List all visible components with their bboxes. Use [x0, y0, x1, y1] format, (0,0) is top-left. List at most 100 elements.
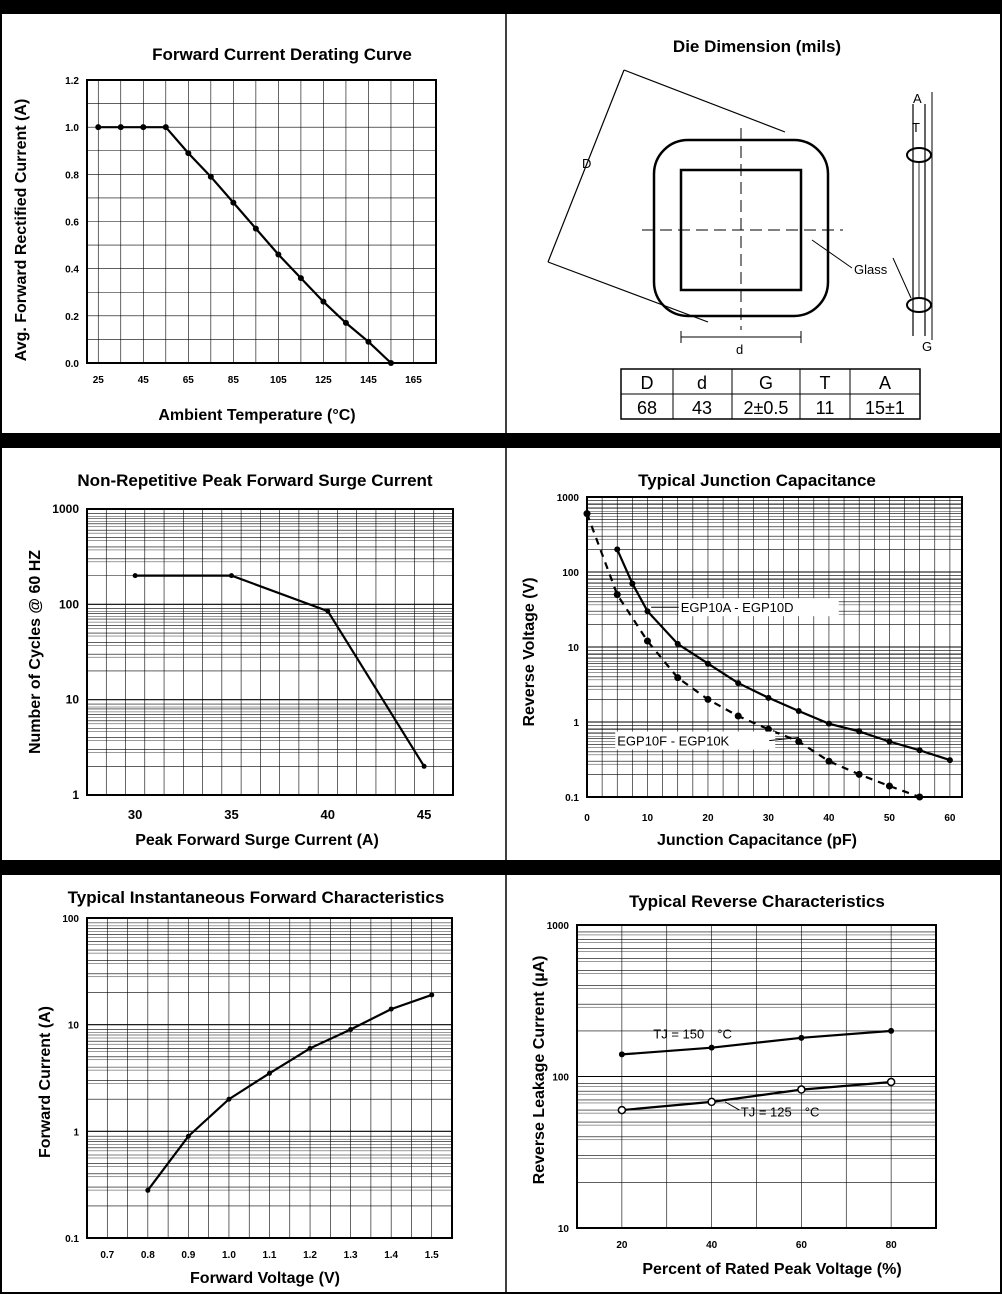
- die-D-extension-top: [623, 69, 786, 133]
- derating-data-point: [297, 275, 304, 282]
- derating-title: Forward Current Derating Curve: [152, 45, 412, 64]
- die-glass-leader: [811, 239, 853, 269]
- capacitance-data-point: [704, 660, 711, 667]
- reverse-data-point: [617, 1105, 627, 1115]
- derating-chart: Forward Current Derating Curve Ambient T…: [13, 45, 437, 424]
- derating-xtick-label: 165: [405, 375, 422, 386]
- surge-xtick-label: 45: [417, 807, 431, 822]
- die-table-header: D: [641, 373, 654, 393]
- surge-ytick-label: 1: [72, 788, 79, 802]
- capacitance-data-point: [916, 793, 924, 801]
- die-table-header: T: [820, 373, 831, 393]
- forward-ylabel: Forward Current (A): [37, 1006, 54, 1158]
- derating-data-point: [342, 319, 349, 326]
- capacitance-data-point: [704, 695, 712, 703]
- capacitance-data-point: [825, 720, 832, 727]
- capacitance-legend-leader: [769, 736, 799, 742]
- capacitance-data-point: [674, 640, 681, 647]
- capacitance-xtick-label: 60: [944, 813, 956, 824]
- die-D-extension-bottom: [547, 261, 709, 323]
- derating-ytick-label: 0.6: [65, 218, 79, 229]
- capacitance-data-point: [735, 680, 742, 687]
- capacitance-legend-bg: [615, 731, 776, 750]
- surge-ylabel: Number of Cycles @ 60 HZ: [27, 550, 44, 754]
- derating-xtick-label: 25: [93, 375, 105, 386]
- derating-data-point: [207, 173, 214, 180]
- derating-plot-frame: [86, 79, 437, 364]
- capacitance-title: Typical Junction Capacitance: [638, 471, 876, 490]
- capacitance-data-point: [795, 737, 803, 745]
- capacitance-xtick-label: 40: [823, 813, 835, 824]
- forward-xtick-label: 1.1: [263, 1250, 277, 1261]
- die-table-header: A: [879, 373, 891, 393]
- surge-ytick-label: 100: [59, 597, 79, 611]
- capacitance-data-point: [855, 770, 863, 778]
- reverse-series-unit: °C: [805, 1104, 820, 1119]
- die-side-glass-leader: [892, 257, 912, 299]
- capacitance-data-point: [885, 782, 893, 790]
- die-dimension-table: D d G T A 68 43 2±0.5 11 15±1: [620, 368, 921, 420]
- capacitance-data-point: [644, 608, 651, 615]
- reverse-data-point: [708, 1044, 715, 1051]
- reverse-plot-frame: [576, 924, 937, 1229]
- capacitance-xlabel: Junction Capacitance (pF): [657, 832, 857, 849]
- forward-data-point: [388, 1006, 394, 1012]
- surge-data-point: [228, 573, 234, 579]
- capacitance-data-point: [856, 728, 863, 735]
- capacitance-ytick-label: 0.1: [565, 793, 579, 804]
- derating-data-point: [140, 124, 147, 131]
- derating-xtick-label: 125: [315, 375, 332, 386]
- surge-data-point: [325, 608, 331, 614]
- forward-data-point: [185, 1133, 191, 1139]
- capacitance-ytick-label: 1: [573, 718, 579, 729]
- reverse-xtick-label: 40: [706, 1240, 718, 1251]
- capacitance-ytick-label: 10: [568, 643, 580, 654]
- derating-xtick-label: 105: [270, 375, 287, 386]
- derating-data-point: [275, 251, 282, 258]
- derating-data-point: [320, 298, 327, 305]
- die-side-glass-bottom: [906, 297, 932, 313]
- die-D-dimension-line: [547, 69, 625, 263]
- derating-xtick-label: 85: [228, 375, 240, 386]
- surge-xtick-label: 30: [128, 807, 142, 822]
- derating-data-point: [185, 150, 192, 157]
- surge-xlabel: Peak Forward Surge Current (A): [135, 832, 379, 849]
- die-dimension-panel: Die Dimension (mils) D Glass d A T G: [547, 37, 933, 420]
- derating-data-point: [387, 360, 394, 366]
- reverse-data-point: [707, 1097, 716, 1107]
- surge-data-point: [421, 763, 427, 769]
- capacitance-data-point: [643, 637, 651, 645]
- capacitance-data-point: [916, 747, 923, 754]
- reverse-data-point: [888, 1027, 895, 1034]
- die-label-D: D: [582, 156, 591, 171]
- reverse-xtick-label: 60: [796, 1240, 808, 1251]
- reverse-ytick-label: 10: [558, 1224, 570, 1235]
- forward-data-point: [267, 1070, 272, 1076]
- top-band: [0, 0, 1002, 14]
- forward-xtick-label: 1.2: [303, 1250, 317, 1261]
- reverse-series-line: [621, 1080, 892, 1112]
- die-table-value: 2±0.5: [744, 398, 789, 418]
- derating-ytick-label: 0.8: [65, 170, 79, 181]
- capacitance-data-point: [629, 580, 636, 587]
- capacitance-series-label: EGP10A - EGP10D: [681, 600, 794, 615]
- derating-ytick-label: 0.0: [65, 359, 79, 370]
- die-table-value: 11: [816, 398, 835, 418]
- forward-ytick-label: 100: [62, 914, 79, 925]
- capacitance-chart: Typical Junction Capacitance Junction Ca…: [521, 471, 963, 849]
- die-table-header: G: [759, 373, 773, 393]
- forward-series-line: [146, 993, 433, 1191]
- die-table-value: 43: [692, 398, 712, 418]
- band-row-3: [0, 860, 1002, 875]
- capacitance-legend-bg: [678, 598, 839, 617]
- capacitance-xtick-label: 30: [763, 813, 775, 824]
- capacitance-ytick-label: 100: [562, 568, 579, 579]
- reverse-chart: Typical Reverse Characteristics Percent …: [531, 892, 937, 1278]
- capacitance-data-point: [614, 546, 621, 553]
- forward-title: Typical Instantaneous Forward Characteri…: [68, 888, 445, 907]
- die-table-value: 15±1: [865, 398, 905, 418]
- surge-xtick-label: 40: [321, 807, 335, 822]
- derating-ytick-label: 1.2: [65, 76, 79, 87]
- die-table-header: d: [697, 373, 707, 393]
